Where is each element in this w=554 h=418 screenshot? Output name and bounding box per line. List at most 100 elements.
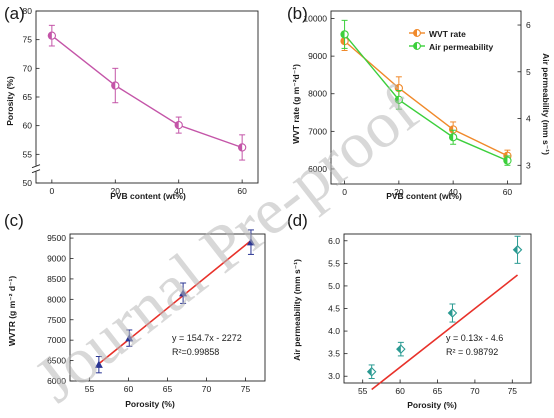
panel-c-ytick-label: 9000 <box>47 254 66 264</box>
panel-b-y2tick-label: 4 <box>526 114 531 124</box>
panel-b-ytick-label: 10000 <box>303 14 327 24</box>
panel-c-fit-r-squared: R²=0.99858 <box>172 347 219 357</box>
panel-c-wvtr-vs-porosity: (c) WVTR (g m⁻² d⁻¹) Porosity (%) y = 15… <box>4 211 266 409</box>
panel-d-ytick-label: 3.5 <box>328 349 340 359</box>
panel-c-ytick-label: 7500 <box>47 315 66 325</box>
panel-d-plot-frame <box>343 233 532 384</box>
panel-a-ytick-label: 50 <box>23 178 33 188</box>
panel-b-wvt-data-point-fill <box>340 37 345 45</box>
panel-a-series-line <box>51 35 243 149</box>
panel-a-xtick-label: 20 <box>111 186 121 196</box>
panel-d-fit-line <box>371 274 519 391</box>
panel-c-xlabel: Porosity (%) <box>125 399 175 409</box>
panel-d-ytick-label: 3.0 <box>328 371 340 381</box>
panel-a-ytick-label: 80 <box>23 6 33 16</box>
panel-b-ytick-label: 9000 <box>308 51 327 61</box>
panel-c-data-point <box>94 360 103 368</box>
panel-d-xtick-label: 55 <box>358 386 368 396</box>
panel-d-ytick-label: 4.0 <box>328 326 340 336</box>
panel-a-xtick-label: 40 <box>174 186 184 196</box>
panel-b-xtick-label: 0 <box>342 187 347 197</box>
panel-b-label: (b) <box>287 4 308 23</box>
panel-a-ytick-label: 55 <box>23 149 33 159</box>
panel-b-air-series-line <box>344 33 508 162</box>
panel-d-xlabel: Porosity (%) <box>407 400 457 410</box>
panel-c-label: (c) <box>4 211 24 230</box>
panel-a-ytick-label: 60 <box>23 121 33 131</box>
panel-b-ytick-label: 6000 <box>308 164 327 174</box>
panel-a-porosity-vs-pvb: (a) Porosity (%) PVB content (wt%) 0 20 40… <box>4 4 259 201</box>
panel-c-ytick-label: 7000 <box>47 335 66 345</box>
panel-b-air-data-point-fill <box>449 133 454 141</box>
panel-b-air-data-point-fill <box>340 30 345 38</box>
panel-b-wvt-data-point-fill <box>395 84 399 92</box>
panel-c-xtick-label: 70 <box>202 384 212 394</box>
panel-b-legend: WVT rate Air permeability <box>409 29 494 52</box>
panel-a-data-point-fill <box>175 121 179 129</box>
panel-d-xtick-label: 65 <box>433 386 443 396</box>
panel-b-wvt-series-line <box>344 40 508 157</box>
panel-b-y2tick-label: 3 <box>526 160 531 170</box>
panel-c-fit-equation: y = 154.7x - 2272 <box>172 333 242 343</box>
panel-a-data-point-fill <box>111 81 116 90</box>
panel-d-ytick-label: 5.5 <box>328 258 340 268</box>
panel-c-fit-line <box>98 239 252 365</box>
panel-c-xtick-label: 65 <box>163 384 173 394</box>
panel-b-air-data-point-fill <box>395 96 399 104</box>
panel-d-data-point-fill <box>367 367 372 376</box>
panel-a-label: (a) <box>4 4 25 23</box>
panel-d-xtick-label: 75 <box>508 386 518 396</box>
legend-label-air-permeability: Air permeability <box>429 42 494 52</box>
panel-d-fit-r-squared: R² = 0.98792 <box>446 347 498 357</box>
panel-b-wvt-and-air-permeability: (b) WVT rate (g m⁻²d⁻¹) Air permeability… <box>287 4 551 201</box>
panel-d-data-point-fill <box>396 345 401 354</box>
panel-c-xtick-label: 60 <box>124 384 134 394</box>
panel-d-ytick-label: 6.0 <box>328 236 340 246</box>
panel-b-y2tick-label: 6 <box>526 20 531 30</box>
legend-marker-wvt-rate-fill <box>413 29 417 37</box>
panel-c-ytick-label: 8500 <box>47 274 66 284</box>
panel-c-xtick-label: 55 <box>85 384 95 394</box>
panel-a-axis-break-mark <box>31 169 41 174</box>
panel-c-data-point <box>246 238 255 246</box>
panel-a-axis-break-mark <box>31 164 41 169</box>
panel-d-ytick-label: 4.5 <box>328 304 340 314</box>
panel-b-xtick-label: 60 <box>503 187 513 197</box>
panel-c-ylabel: WVTR (g m⁻² d⁻¹) <box>7 276 17 347</box>
panel-a-ytick-label: 65 <box>23 92 33 102</box>
panel-c-ytick-label: 8000 <box>47 294 66 304</box>
panel-d-data-point-fill <box>448 309 453 318</box>
panel-b-air-data-point-fill <box>503 157 508 165</box>
panel-a-data-point-fill <box>48 32 52 40</box>
panel-b-plot-frame <box>330 10 522 185</box>
panel-c-data-point <box>179 289 188 297</box>
panel-c-xtick-label: 75 <box>241 384 251 394</box>
panel-b-y2tick-label: 5 <box>526 67 531 77</box>
panel-a-data-point-fill <box>238 143 243 152</box>
panel-a-ytick-label: 75 <box>23 35 33 45</box>
panel-a-ylabel: Porosity (%) <box>5 76 15 126</box>
panel-b-xtick-label: 40 <box>448 187 458 197</box>
panel-a-ytick-label: 70 <box>23 63 33 73</box>
panel-b-ytick-label: 7000 <box>308 126 327 136</box>
panel-b-wvt-data-point-fill <box>449 125 454 134</box>
panel-d-xtick-label: 60 <box>395 386 405 396</box>
panel-d-data-point-fill <box>513 245 518 254</box>
panel-b-ylabel: WVT rate (g m⁻²d⁻¹) <box>291 64 301 144</box>
panel-d-xtick-label: 70 <box>470 386 480 396</box>
panel-a-xtick-label: 60 <box>237 186 247 196</box>
panel-d-fit-equation: y = 0.13x - 4.6 <box>446 333 503 343</box>
panel-b-xtick-label: 20 <box>394 187 404 197</box>
panel-b-xlabel: PVB content (wt%) <box>386 191 462 201</box>
panel-d-ylabel: Air permeability (mm s⁻¹) <box>292 259 302 361</box>
panel-c-data-point <box>125 334 134 342</box>
panel-a-plot-frame <box>35 10 259 184</box>
panel-b-y2label: Air permeability (mm s⁻¹) <box>541 53 551 155</box>
legend-marker-air-permeability-fill <box>413 42 417 50</box>
panel-c-ytick-label: 6000 <box>47 376 66 386</box>
panel-a-xtick-label: 0 <box>49 186 54 196</box>
panel-b-ytick-label: 8000 <box>308 89 327 99</box>
panel-d-air-permeability-vs-porosity: (d) Air permeability (mm s⁻¹) Porosity (… <box>287 211 532 410</box>
panel-a-axis-break-gap <box>33 165 39 172</box>
